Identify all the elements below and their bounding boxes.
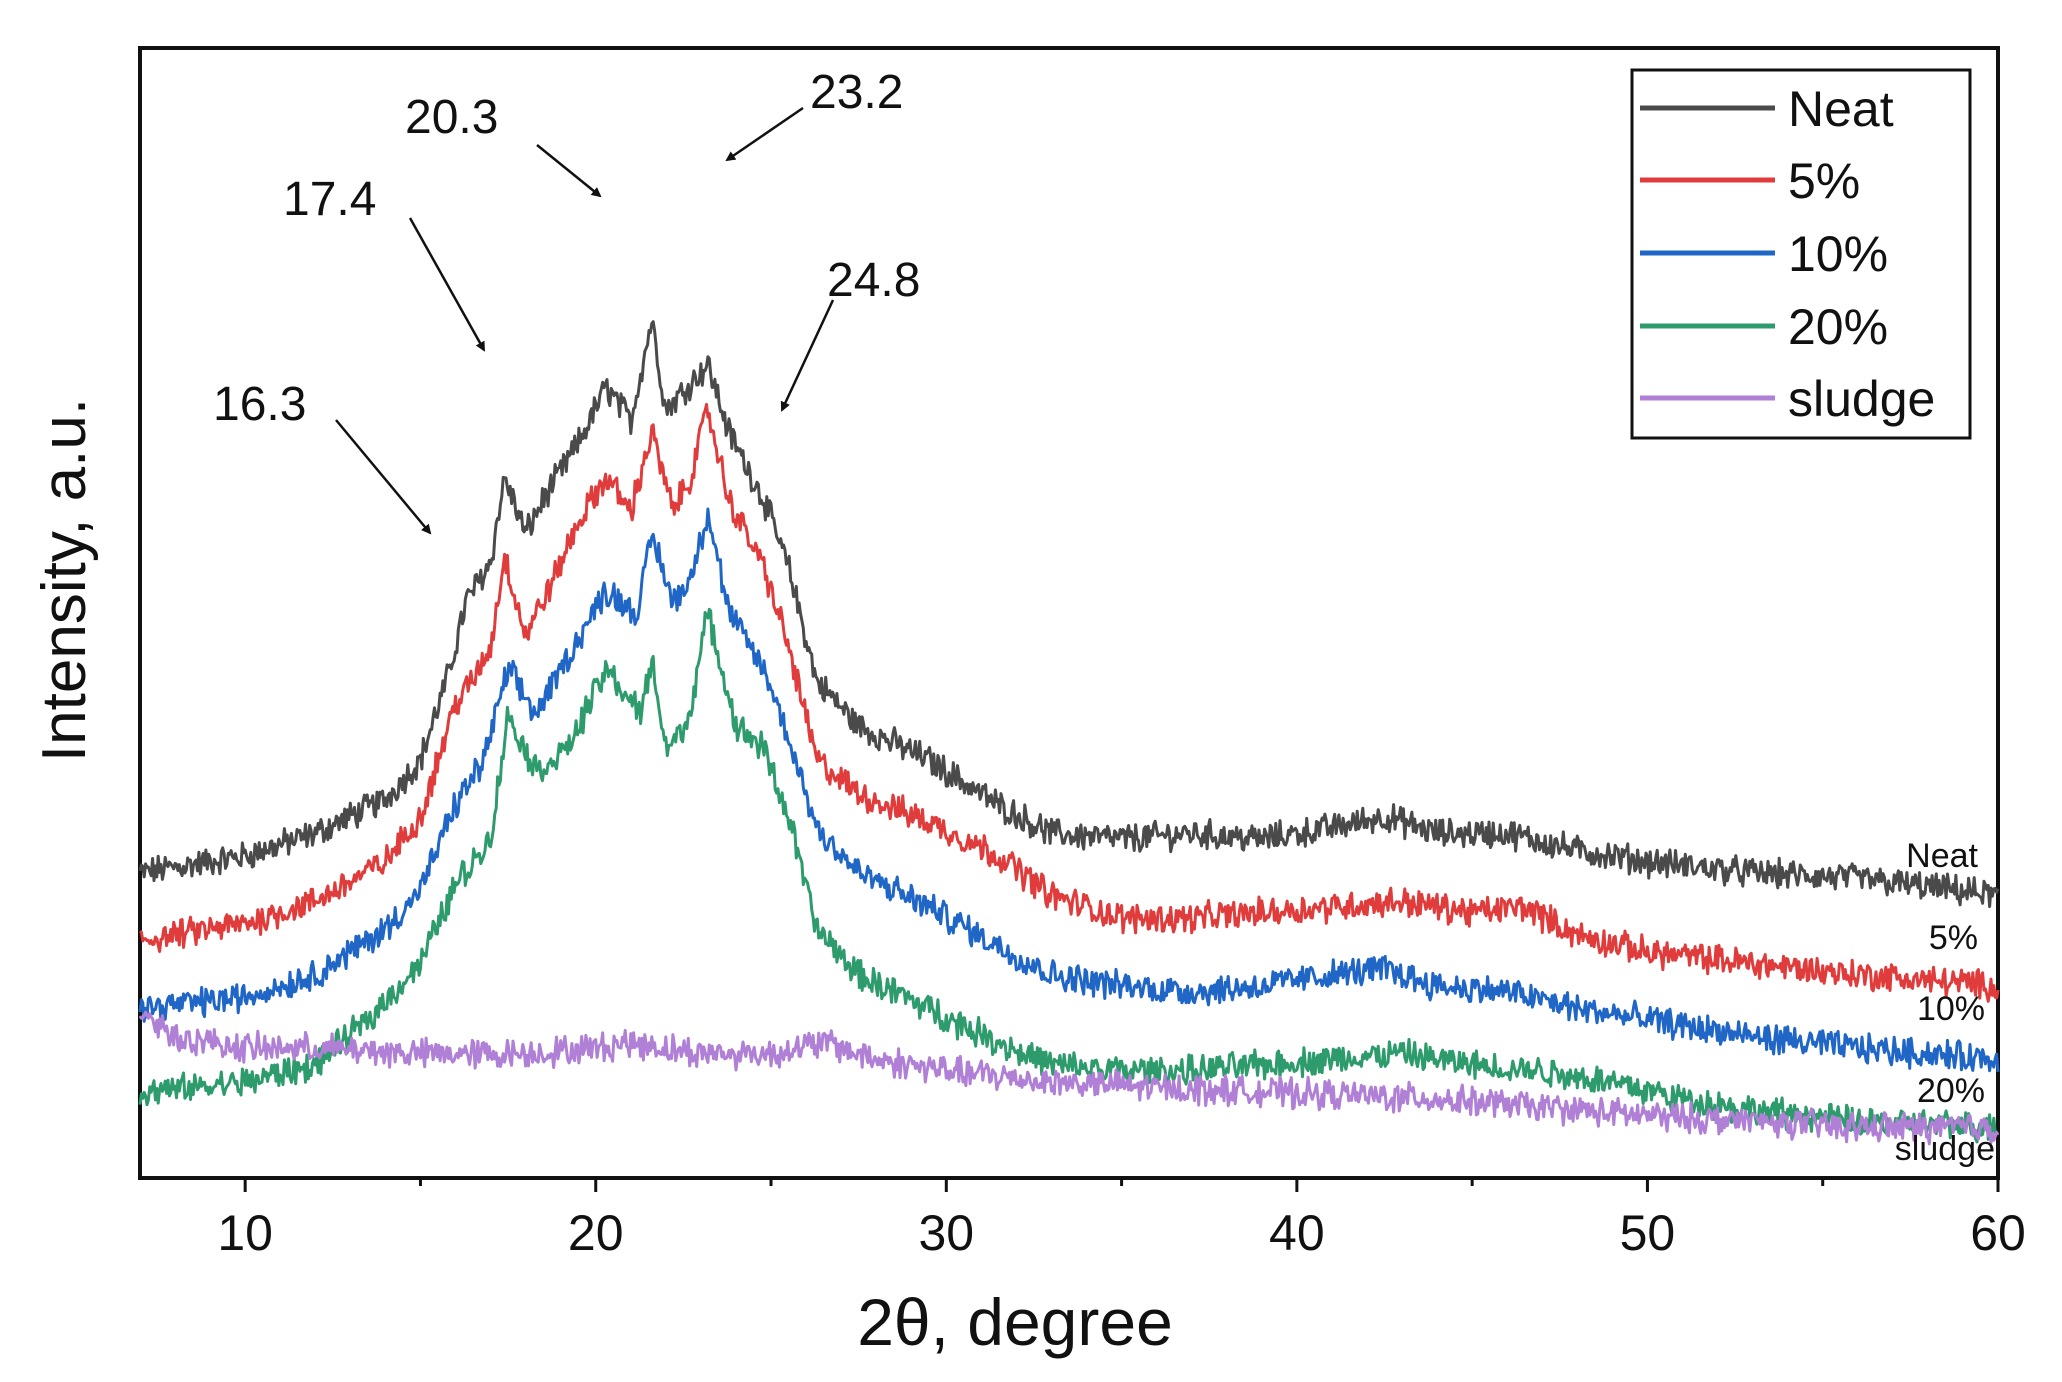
peak-arrow-24-8 <box>780 299 835 412</box>
legend-label-5: 5% <box>1788 153 1860 209</box>
legend-label-10: 10% <box>1788 226 1888 282</box>
legend-label-20: 20% <box>1788 299 1888 355</box>
series-line-5pct <box>139 402 2000 1003</box>
series-line-sludge <box>138 1010 2000 1146</box>
peak-arrow-16-3 <box>335 419 432 535</box>
peak-arrow-17-4 <box>408 217 486 352</box>
series-line-neat <box>138 320 2000 908</box>
peak-arrow-23-2 <box>725 106 804 162</box>
curve-label-20: 20% <box>1917 1072 1985 1110</box>
x-axis: 10 20 30 40 50 60 <box>217 1178 2026 1261</box>
peak-label-24-8: 24.8 <box>827 254 920 307</box>
curve-end-labels: Neat 5% 10% 20% sludge <box>1895 837 1995 1168</box>
y-axis-title: Intensity, a.u. <box>30 398 99 762</box>
peak-label-17-4: 17.4 <box>283 173 376 226</box>
peak-arrow-20-3 <box>536 144 602 198</box>
peak-label-20-3: 20.3 <box>405 91 498 144</box>
curve-label-10: 10% <box>1917 990 1985 1028</box>
series-line-20pct <box>138 607 1999 1144</box>
series-layer <box>138 320 2000 1146</box>
x-axis-title: 2θ, degree <box>857 1285 1173 1359</box>
x-tick-label-20: 20 <box>568 1205 624 1261</box>
legend: Neat 5% 10% 20% sludge <box>1630 68 1972 440</box>
peak-label-23-2: 23.2 <box>810 66 903 119</box>
curve-label-neat: Neat <box>1906 837 1978 875</box>
series-line-10pct <box>138 507 2000 1073</box>
plot-frame <box>138 46 2000 1180</box>
curve-label-sludge: sludge <box>1895 1130 1995 1168</box>
legend-label-neat: Neat <box>1788 81 1894 137</box>
x-tick-label-40: 40 <box>1269 1205 1325 1261</box>
x-tick-label-10: 10 <box>217 1205 273 1261</box>
peak-label-16-3: 16.3 <box>213 378 306 431</box>
peak-annotations: 16.3 17.4 20.3 23.2 24.8 <box>213 66 920 535</box>
x-tick-label-60: 60 <box>1970 1205 2026 1261</box>
x-tick-label-30: 30 <box>918 1205 974 1261</box>
curve-label-5: 5% <box>1929 919 1978 957</box>
legend-label-sludge: sludge <box>1788 371 1935 427</box>
x-tick-label-50: 50 <box>1620 1205 1676 1261</box>
